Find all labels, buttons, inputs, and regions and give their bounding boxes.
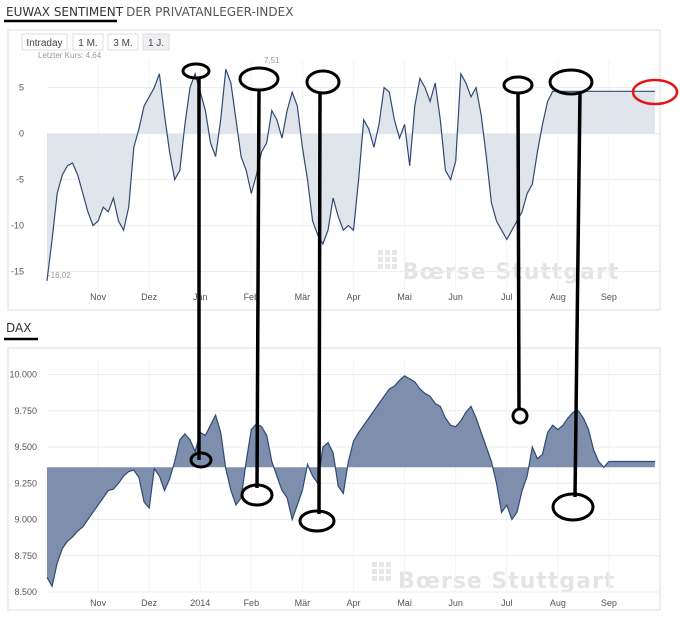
tab-3m-label: 3 M. <box>113 38 132 49</box>
y-tick-label: 9.000 <box>14 515 37 525</box>
sentiment-y-axis: -15 -10 -5 0 5 <box>11 83 24 277</box>
x-tick-label: Nov <box>90 292 107 302</box>
x-tick-label: Dez <box>141 598 158 608</box>
annotation-line <box>573 91 582 498</box>
x-tick-label: Jun <box>448 598 463 608</box>
sentiment-watermark: Bœrse Stuttgart <box>378 250 619 285</box>
x-tick-label: Aug <box>550 292 566 302</box>
annotation-circle <box>189 451 213 469</box>
x-tick-label: Aug <box>550 598 566 608</box>
tab-1y-label: 1 J. <box>148 38 164 49</box>
x-tick-label: Apr <box>346 598 360 608</box>
y-tick-label: 9.250 <box>14 478 37 488</box>
max-label: 7,51 <box>264 56 280 65</box>
x-tick-label: Mär <box>295 598 311 608</box>
y-tick-label: 8.500 <box>14 587 37 597</box>
y-tick-label: -5 <box>16 175 24 185</box>
y-tick-label: 0 <box>19 129 24 139</box>
annotation-circle-red <box>631 78 679 106</box>
x-tick-label: Jul <box>501 598 513 608</box>
annotation-circle <box>181 62 211 80</box>
x-tick-label: Mai <box>397 598 412 608</box>
x-tick-label: Jul <box>501 292 513 302</box>
y-tick-label: 10.000 <box>9 370 37 380</box>
x-tick-label: Jun <box>448 292 463 302</box>
sentiment-line <box>46 68 655 281</box>
y-tick-label: 8.750 <box>14 551 37 561</box>
x-tick-label: Sep <box>601 292 617 302</box>
x-tick-label: Dez <box>141 292 158 302</box>
tab-intraday-label: Intraday <box>26 38 62 49</box>
annotation-line <box>516 92 521 411</box>
sentiment-title-rest: - DER PRIVATANLEGER-INDEX <box>118 5 293 19</box>
watermark-grid-icon <box>378 250 397 269</box>
annotation-circle <box>298 509 336 533</box>
y-tick-label: -10 <box>11 221 24 231</box>
dax-y-axis: 8.500 8.750 9.000 9.250 9.500 9.750 10.000 <box>9 370 37 598</box>
last-price-label: Letzter Kurs: 4,64 <box>38 51 102 60</box>
annotations <box>181 62 679 533</box>
y-tick-label: 5 <box>19 83 24 93</box>
y-tick-label: -15 <box>11 267 24 277</box>
watermark-text: Bœrse Stuttgart <box>398 569 615 594</box>
x-tick-label: Mär <box>295 292 311 302</box>
x-tick-label: Sep <box>601 598 617 608</box>
tab-1y[interactable]: 1 J. <box>142 33 170 51</box>
annotation-line <box>317 92 322 515</box>
annotation-circle <box>305 69 341 95</box>
annotation-circle <box>548 68 594 96</box>
y-tick-label: 9.750 <box>14 406 37 416</box>
tab-1m[interactable]: 1 M. <box>72 33 104 51</box>
x-tick-label: Nov <box>90 598 107 608</box>
min-label: -16,02 <box>48 271 71 280</box>
annotation-circle <box>511 407 529 425</box>
x-tick-label: Mai <box>397 292 412 302</box>
tab-intraday[interactable]: Intraday <box>21 33 68 51</box>
annotation-circle <box>240 483 274 507</box>
watermark-text: Bœrse Stuttgart <box>402 260 619 285</box>
dax-title: DAX <box>6 321 31 335</box>
dax-line <box>46 375 655 588</box>
sentiment-title-main: EUWAX SENTIMENT <box>6 5 124 19</box>
watermark-grid-icon <box>372 562 391 581</box>
x-tick-label: Feb <box>244 598 260 608</box>
dax-x-axis: Nov Dez 2014 Feb Mär Apr Mai Jun Jul Aug Sep <box>90 598 617 608</box>
dax-watermark: Bœrse Stuttgart <box>372 562 615 594</box>
x-tick-label: 2014 <box>190 598 210 608</box>
tab-1m-label: 1 M. <box>78 38 97 49</box>
range-tabs: Intraday 1 M. 3 M. 1 J. <box>21 33 170 51</box>
annotation-line <box>255 89 261 489</box>
y-tick-label: 9.500 <box>14 442 37 452</box>
x-tick-label: Apr <box>346 292 360 302</box>
tab-3m[interactable]: 3 M. <box>107 33 139 51</box>
annotation-circle <box>551 492 595 522</box>
x-tick-label: Feb <box>244 292 260 302</box>
